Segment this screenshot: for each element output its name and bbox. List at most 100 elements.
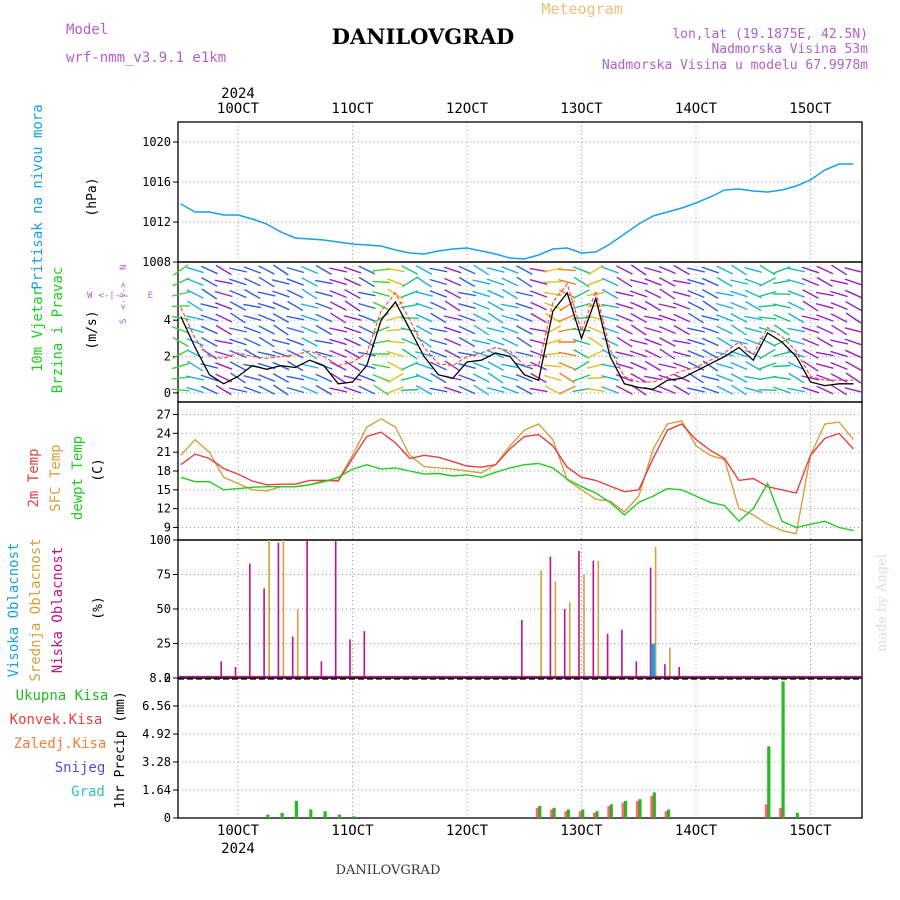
wind-barb <box>214 350 233 358</box>
wind-barb <box>243 326 262 334</box>
wind-barb <box>429 301 447 311</box>
wind-barb <box>201 288 218 300</box>
wind-barb <box>330 312 347 324</box>
wind-barb <box>329 338 348 346</box>
wind-barb <box>730 339 748 345</box>
wind-barb <box>486 387 505 393</box>
wind-barb <box>501 326 519 334</box>
total-precip-bar <box>538 806 542 818</box>
wind-barb <box>558 361 576 371</box>
conv-precip-bar <box>593 812 597 818</box>
wind-barb <box>171 376 190 380</box>
wind-barb <box>344 288 361 300</box>
temperature-ytick-label: 15 <box>157 483 171 497</box>
wind-barb <box>186 326 204 334</box>
wind-barb <box>772 279 791 285</box>
wind-barb <box>229 267 247 273</box>
wind-barb <box>586 291 605 297</box>
wind-barb <box>273 264 289 276</box>
wind-barb <box>745 360 762 372</box>
wind-barb <box>845 312 862 324</box>
wind-barb <box>701 386 720 394</box>
wind-barb <box>472 301 490 311</box>
wind-barb <box>572 338 591 346</box>
low-cloud-bar <box>649 567 652 678</box>
wind-barb <box>543 364 562 368</box>
wind-barb <box>186 266 204 274</box>
wind-barb <box>601 266 619 274</box>
wind-barb <box>472 313 490 323</box>
low-cloud-bar <box>263 588 265 678</box>
wind-barb <box>716 265 734 275</box>
wind-barb <box>486 278 505 286</box>
wind-barb <box>500 363 519 369</box>
wind-barb <box>200 363 219 369</box>
wind-barb <box>272 372 290 384</box>
wind-barb <box>830 361 848 371</box>
wind-barb <box>588 336 604 348</box>
wind-barb <box>343 375 362 381</box>
wind-barb <box>200 374 219 382</box>
wind-barb <box>715 374 734 382</box>
wind-barb <box>830 279 849 285</box>
top-xtick-label: 13OCT <box>560 101 603 117</box>
wind-barb <box>286 278 304 286</box>
wind-barb <box>673 324 690 336</box>
mid-cloud-bar <box>554 581 557 678</box>
wind-barb <box>186 375 205 381</box>
low-cloud-bar <box>578 551 580 678</box>
wind-barb <box>171 388 190 392</box>
wind-barb <box>372 325 390 335</box>
wind-barb <box>515 385 533 395</box>
wind-barb <box>214 279 233 285</box>
wind-barb <box>257 291 276 297</box>
location-text: lon,lat (19.1875E, 42.5N) <box>672 27 868 42</box>
wind-barb <box>630 361 648 371</box>
wind-barb <box>744 327 763 333</box>
precip-frame <box>177 677 863 819</box>
total-precip-bar <box>280 812 284 818</box>
wind-barb <box>801 326 820 334</box>
wind-barb <box>544 374 562 382</box>
wind-barb <box>658 265 676 275</box>
wind-barb <box>687 289 705 299</box>
wind-barb <box>329 278 348 286</box>
wind-barb <box>787 327 806 333</box>
wind-barb <box>644 315 663 321</box>
top-xtick-label: 11OCT <box>331 101 374 117</box>
low-cloud-bar <box>521 620 523 678</box>
wind-barb <box>544 312 561 324</box>
wind-barb <box>343 386 362 394</box>
pressure-ytick-label: 1008 <box>142 255 171 269</box>
wind-barb <box>444 300 461 312</box>
conv-precip-bar <box>550 809 554 818</box>
wind-barb <box>458 314 476 322</box>
wind-barb <box>401 276 418 288</box>
wind-barb <box>487 289 505 299</box>
wind-barb <box>573 349 590 359</box>
wind-barb <box>229 289 247 299</box>
wind-barb <box>486 267 505 273</box>
wind-barb <box>372 363 391 369</box>
clouds-ytick-label: 0 <box>164 671 171 685</box>
wind-barb <box>530 361 547 371</box>
conv-precip-bar <box>664 811 668 818</box>
wind-barb <box>672 339 691 345</box>
wind-barb <box>358 325 376 335</box>
wind-barb <box>487 300 504 312</box>
wind-speed-line <box>180 291 854 390</box>
mid-cloud-bar <box>268 540 270 678</box>
wind-barb <box>314 339 333 345</box>
wind-barb <box>516 276 533 288</box>
wind-barb <box>730 361 748 371</box>
wind-barb <box>543 281 562 283</box>
wind-barb <box>644 349 662 359</box>
wind-barb <box>444 349 461 359</box>
total-precip-bar <box>294 800 298 818</box>
wind-barb <box>558 385 576 395</box>
meteogram-label: Meteogram <box>541 0 622 18</box>
wind-barb <box>487 312 504 324</box>
wind-barb <box>315 302 333 310</box>
wind-barb <box>358 265 376 275</box>
